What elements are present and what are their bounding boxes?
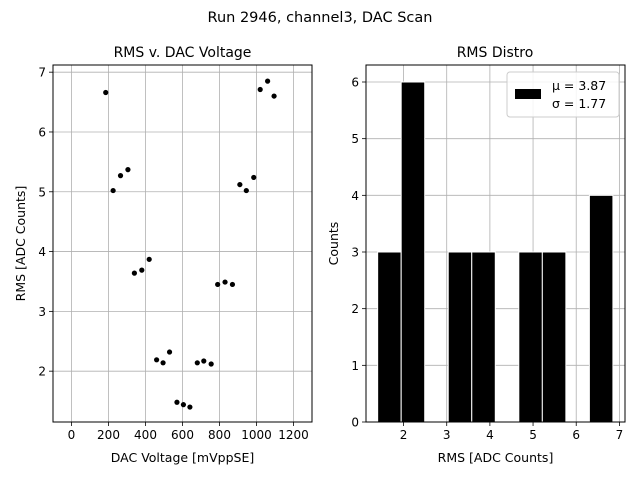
y-tick-label: 3	[38, 305, 46, 319]
scatter-xlabel: DAC Voltage [mVppSE]	[111, 450, 254, 465]
scatter-ticks: 0 200 400 600 800 1000 1200 2 3 4 5 6 7	[38, 66, 308, 442]
scatter-point	[251, 174, 257, 181]
scatter-point	[271, 93, 277, 99]
legend-swatch	[515, 89, 541, 99]
scatter-point	[208, 361, 214, 367]
x-tick-label: 400	[134, 428, 157, 442]
histogram-bar	[400, 81, 426, 423]
scatter-point	[265, 78, 271, 84]
scatter-points	[103, 78, 277, 410]
y-tick-label: 6	[38, 125, 46, 139]
histogram-bar	[377, 251, 402, 423]
scatter-point	[229, 281, 236, 288]
x-tick-label: 2	[400, 428, 408, 442]
legend-sigma: σ = 1.77	[552, 96, 606, 111]
histogram-frame	[365, 64, 626, 423]
x-tick-label: 200	[97, 428, 120, 442]
histogram-bar	[588, 194, 614, 423]
scatter-point	[237, 181, 243, 188]
scatter-point	[117, 173, 124, 179]
x-tick-label: 1000	[241, 428, 272, 442]
y-tick-label: 5	[351, 132, 359, 146]
x-tick-label: 7	[616, 428, 624, 442]
y-tick-label: 4	[38, 245, 46, 259]
x-tick-label: 5	[529, 428, 537, 442]
histogram-bar	[541, 251, 567, 423]
x-tick-label: 600	[171, 428, 194, 442]
scatter-point	[125, 167, 131, 173]
scatter-point	[187, 404, 193, 410]
scatter-point	[243, 187, 249, 194]
legend-mu: μ = 3.87	[552, 78, 606, 93]
scatter-title: RMS v. DAC Voltage	[114, 45, 252, 61]
histogram-bar	[447, 251, 473, 423]
y-tick-label: 2	[351, 302, 359, 316]
y-tick-label: 0	[351, 416, 359, 430]
scatter-point	[166, 349, 173, 355]
scatter-point	[154, 357, 160, 363]
scatter-point	[257, 86, 263, 93]
scatter-point	[160, 360, 166, 366]
y-tick-label: 1	[351, 359, 359, 373]
scatter-point	[103, 89, 109, 96]
y-tick-label: 5	[38, 185, 46, 199]
histogram-bar	[518, 251, 543, 423]
y-tick-label: 4	[351, 189, 359, 203]
scatter-point	[139, 267, 145, 273]
histogram-panel: RMS Distro 2 3 4 5 6 7 0 1 2 3 4 5 6 RMS [ADC Counts…	[326, 45, 626, 465]
y-tick-label: 6	[351, 76, 359, 90]
x-tick-label: 3	[443, 428, 451, 442]
x-tick-label: 4	[486, 428, 494, 442]
scatter-point	[215, 281, 221, 288]
histogram-title: RMS Distro	[457, 45, 534, 61]
histogram-xlabel: RMS [ADC Counts]	[438, 450, 554, 465]
histogram-ylabel: Counts	[326, 222, 341, 266]
x-tick-label: 800	[208, 428, 231, 442]
scatter-point	[110, 187, 116, 194]
figure-suptitle: Run 2946, channel3, DAC Scan	[208, 10, 433, 26]
scatter-point	[174, 399, 180, 405]
scatter-point	[146, 256, 152, 262]
scatter-panel: RMS v. DAC Voltage 0 200 400 600 800 1000 1200…	[13, 45, 313, 465]
scatter-point	[222, 279, 228, 285]
x-tick-label: 6	[572, 428, 580, 442]
scatter-point	[201, 358, 207, 364]
legend-box	[506, 71, 620, 118]
scatter-point	[194, 360, 200, 366]
histogram-bars	[377, 81, 614, 423]
y-tick-label: 3	[351, 246, 359, 260]
histogram-legend: μ = 3.87 σ = 1.77	[506, 71, 620, 118]
y-tick-label: 2	[38, 365, 46, 379]
scatter-ylabel: RMS [ADC Counts]	[13, 186, 28, 302]
histogram-bar	[471, 251, 496, 423]
x-tick-label: 0	[68, 428, 76, 442]
scatter-grid	[53, 65, 312, 422]
histogram-ticks: 2 3 4 5 6 7 0 1 2 3 4 5 6	[351, 76, 623, 443]
x-tick-label: 1200	[278, 428, 309, 442]
scatter-point	[180, 402, 187, 408]
y-tick-label: 7	[38, 66, 46, 80]
scatter-point	[131, 270, 137, 276]
